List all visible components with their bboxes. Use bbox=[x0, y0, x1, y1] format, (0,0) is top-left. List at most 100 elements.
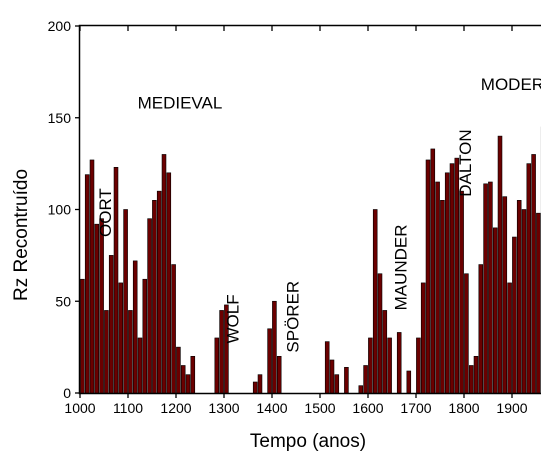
annotation-label: OORT bbox=[96, 188, 115, 237]
bar bbox=[449, 163, 455, 394]
x-tick-label: 1300 bbox=[208, 400, 239, 416]
bar bbox=[473, 355, 479, 394]
bar bbox=[430, 148, 436, 394]
bar bbox=[113, 167, 119, 394]
bar bbox=[137, 337, 143, 394]
bar bbox=[420, 282, 426, 394]
x-tick-label: 1700 bbox=[400, 400, 431, 416]
bars-group bbox=[80, 126, 541, 394]
x-tick-labels: 1000 1100 1200 1300 1400 1500 1600 1700 1800 1900 bbox=[64, 400, 527, 416]
bar bbox=[219, 310, 224, 394]
x-tick-label: 1900 bbox=[496, 400, 527, 416]
bar bbox=[382, 310, 388, 394]
bar bbox=[161, 154, 167, 394]
bar bbox=[329, 359, 335, 394]
bar bbox=[454, 157, 460, 394]
bar bbox=[497, 135, 503, 394]
bar bbox=[425, 159, 431, 394]
bar bbox=[180, 365, 186, 394]
ticks-group bbox=[75, 25, 513, 398]
bar bbox=[224, 304, 229, 394]
bar bbox=[468, 365, 474, 394]
bar bbox=[252, 381, 258, 394]
bar bbox=[123, 209, 128, 394]
bar bbox=[507, 282, 512, 394]
x-axis-title: Tempo (anos) bbox=[250, 431, 366, 452]
bar bbox=[368, 337, 373, 394]
bar bbox=[536, 212, 541, 394]
x-tick-label: 1000 bbox=[64, 400, 95, 416]
annotation-label: MAUNDER bbox=[391, 224, 410, 310]
bar bbox=[444, 172, 450, 394]
y-tick-label: 100 bbox=[48, 202, 72, 218]
bar bbox=[132, 260, 138, 394]
bar bbox=[118, 282, 124, 394]
bar bbox=[516, 200, 522, 394]
bar bbox=[492, 227, 498, 394]
bar bbox=[363, 365, 368, 394]
annotation-label: DALTON bbox=[456, 129, 475, 196]
bar bbox=[128, 310, 133, 394]
bar bbox=[99, 218, 104, 394]
y-tick-label: 0 bbox=[63, 385, 71, 401]
bar bbox=[435, 181, 440, 394]
bar bbox=[459, 190, 464, 394]
bar bbox=[478, 264, 484, 394]
x-tick-label: 1400 bbox=[256, 400, 287, 416]
bar bbox=[276, 355, 282, 394]
y-axis-title: Rz Recontruído bbox=[11, 169, 32, 301]
bar bbox=[257, 374, 263, 394]
bar bbox=[214, 337, 220, 394]
bar bbox=[89, 159, 95, 394]
bar bbox=[84, 174, 90, 394]
x-tick-label: 1100 bbox=[113, 400, 143, 416]
bar bbox=[387, 337, 392, 394]
bar bbox=[190, 355, 196, 394]
bar bbox=[267, 328, 272, 394]
bar bbox=[488, 181, 493, 394]
bar bbox=[156, 190, 162, 394]
bar bbox=[152, 200, 157, 394]
annotation-label: MODERNO bbox=[481, 75, 541, 94]
bar bbox=[406, 370, 412, 394]
y-tick-label: 200 bbox=[48, 18, 72, 34]
bar bbox=[526, 163, 532, 394]
bar bbox=[372, 209, 378, 394]
annotations-group: MEDIEVAL OORT WOLF SPÖRER MAUNDER DALTON MODER… bbox=[96, 75, 541, 352]
bar bbox=[272, 300, 277, 394]
bar bbox=[104, 310, 109, 394]
bar bbox=[94, 223, 100, 394]
bar bbox=[334, 374, 340, 394]
bar bbox=[344, 367, 349, 394]
x-tick-label: 1600 bbox=[352, 400, 383, 416]
bar bbox=[171, 264, 176, 394]
bar bbox=[502, 196, 508, 394]
bar bbox=[464, 273, 469, 394]
bar bbox=[176, 346, 181, 394]
bar bbox=[358, 385, 364, 394]
bar bbox=[142, 278, 148, 394]
bar bbox=[377, 273, 383, 394]
y-tick-labels: 0 50 100 150 200 bbox=[48, 18, 72, 401]
bar bbox=[80, 278, 85, 394]
bar bbox=[396, 332, 402, 394]
y-tick-label: 50 bbox=[55, 293, 71, 309]
annotation-label: WOLF bbox=[223, 294, 242, 343]
y-tick-label: 150 bbox=[48, 110, 72, 126]
x-tick-label: 1500 bbox=[304, 400, 335, 416]
x-tick-label: 1800 bbox=[448, 400, 479, 416]
bar bbox=[531, 154, 536, 394]
bar bbox=[521, 209, 527, 394]
bar bbox=[483, 183, 488, 394]
x-tick-label: 1200 bbox=[160, 400, 191, 416]
bar bbox=[512, 236, 517, 394]
bar bbox=[166, 172, 172, 394]
bar bbox=[324, 341, 330, 394]
annotation-label: MEDIEVAL bbox=[138, 94, 223, 113]
bar bbox=[108, 255, 114, 394]
bar bbox=[416, 337, 421, 394]
annotation-label: SPÖRER bbox=[283, 281, 302, 353]
bar bbox=[185, 374, 191, 394]
bar bbox=[440, 200, 445, 394]
